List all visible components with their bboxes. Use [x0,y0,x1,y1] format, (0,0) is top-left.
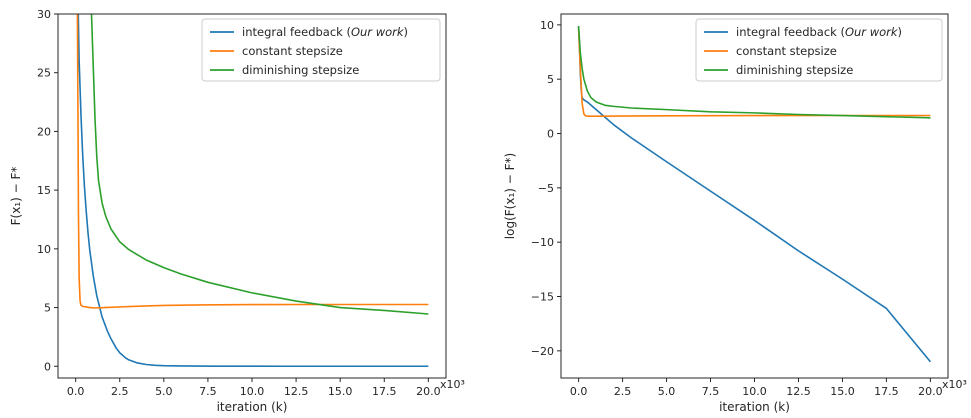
legend: integral feedback (Our work) constant ste… [695,18,943,82]
y-tick-label: 10 [540,19,554,32]
x-tick-label: 2.5 [111,385,129,398]
y-tick-label: 20 [37,125,51,138]
x-tick-label: 15.0 [328,385,353,398]
x-tick-label: 0.0 [570,385,588,398]
y-tick-label: 15 [37,184,51,197]
legend-label-1: integral feedback (Our work) [242,25,408,39]
x-tick-label: 20.0 [416,385,441,398]
x-tick-label: 0.0 [67,385,85,398]
y-tick-label: −20 [531,345,554,358]
y-tick-label: 0 [547,128,554,141]
series-line-3 [90,14,429,315]
series-line-2 [76,14,429,309]
x-tick-label: 2.5 [614,385,632,398]
x-multiplier-label: x10³ [942,378,967,391]
x-tick-label: 10.0 [240,385,265,398]
legend-label-2: constant stepsize [736,44,837,58]
chart-panel-2: 0.0 2.5 5.0 7.5 10.0 12.5 15.0 17.5 20.0 −20 −15 −1… [503,13,967,414]
y-tick-label: 5 [44,302,51,315]
y-axis-title: log(F(x₁) − F*) [503,153,517,239]
x-tick-label: 5.0 [658,385,676,398]
x-tick-label: 15.0 [830,385,855,398]
legend: integral feedback (Our work) constant ste… [201,18,441,82]
y-tick-label: 10 [37,243,51,256]
x-tick-label: 20.0 [918,385,943,398]
legend-label-1: integral feedback (Our work) [736,25,902,39]
legend-label-2: constant stepsize [242,44,343,58]
y-axis-title: F(x₁) − F* [9,167,23,226]
x-tick-label: 7.5 [702,385,720,398]
y-tick-label: 25 [37,67,51,80]
x-tick-label: 17.5 [874,385,899,398]
legend-label-3: diminishing stepsize [242,63,359,77]
x-tick-label: 5.0 [155,385,173,398]
series-line-2 [577,29,931,117]
y-tick-label: 5 [547,73,554,86]
chart-panel-1: 0.0 2.5 5.0 7.5 10.0 12.5 15.0 17.5 20.0 0 5 10 15 20… [9,8,465,414]
legend-box [201,18,441,82]
y-tick-label: 0 [44,360,51,373]
y-tick-label: −15 [531,291,554,304]
y-tick-label: −10 [531,236,554,249]
y-tick-label: −5 [538,182,554,195]
x-axis-title: iteration (k) [719,400,790,414]
legend-label-3: diminishing stepsize [736,63,853,77]
x-tick-label: 17.5 [372,385,397,398]
legend-box [695,18,943,82]
x-axis-title: iteration (k) [217,400,288,414]
x-multiplier-label: x10³ [440,378,465,391]
x-tick-label: 10.0 [742,385,767,398]
x-tick-label: 12.5 [786,385,811,398]
x-tick-label: 12.5 [284,385,309,398]
series-line-3 [577,25,931,119]
series-line-1 [77,14,429,368]
x-tick-label: 7.5 [199,385,217,398]
y-tick-label: 30 [37,8,51,21]
